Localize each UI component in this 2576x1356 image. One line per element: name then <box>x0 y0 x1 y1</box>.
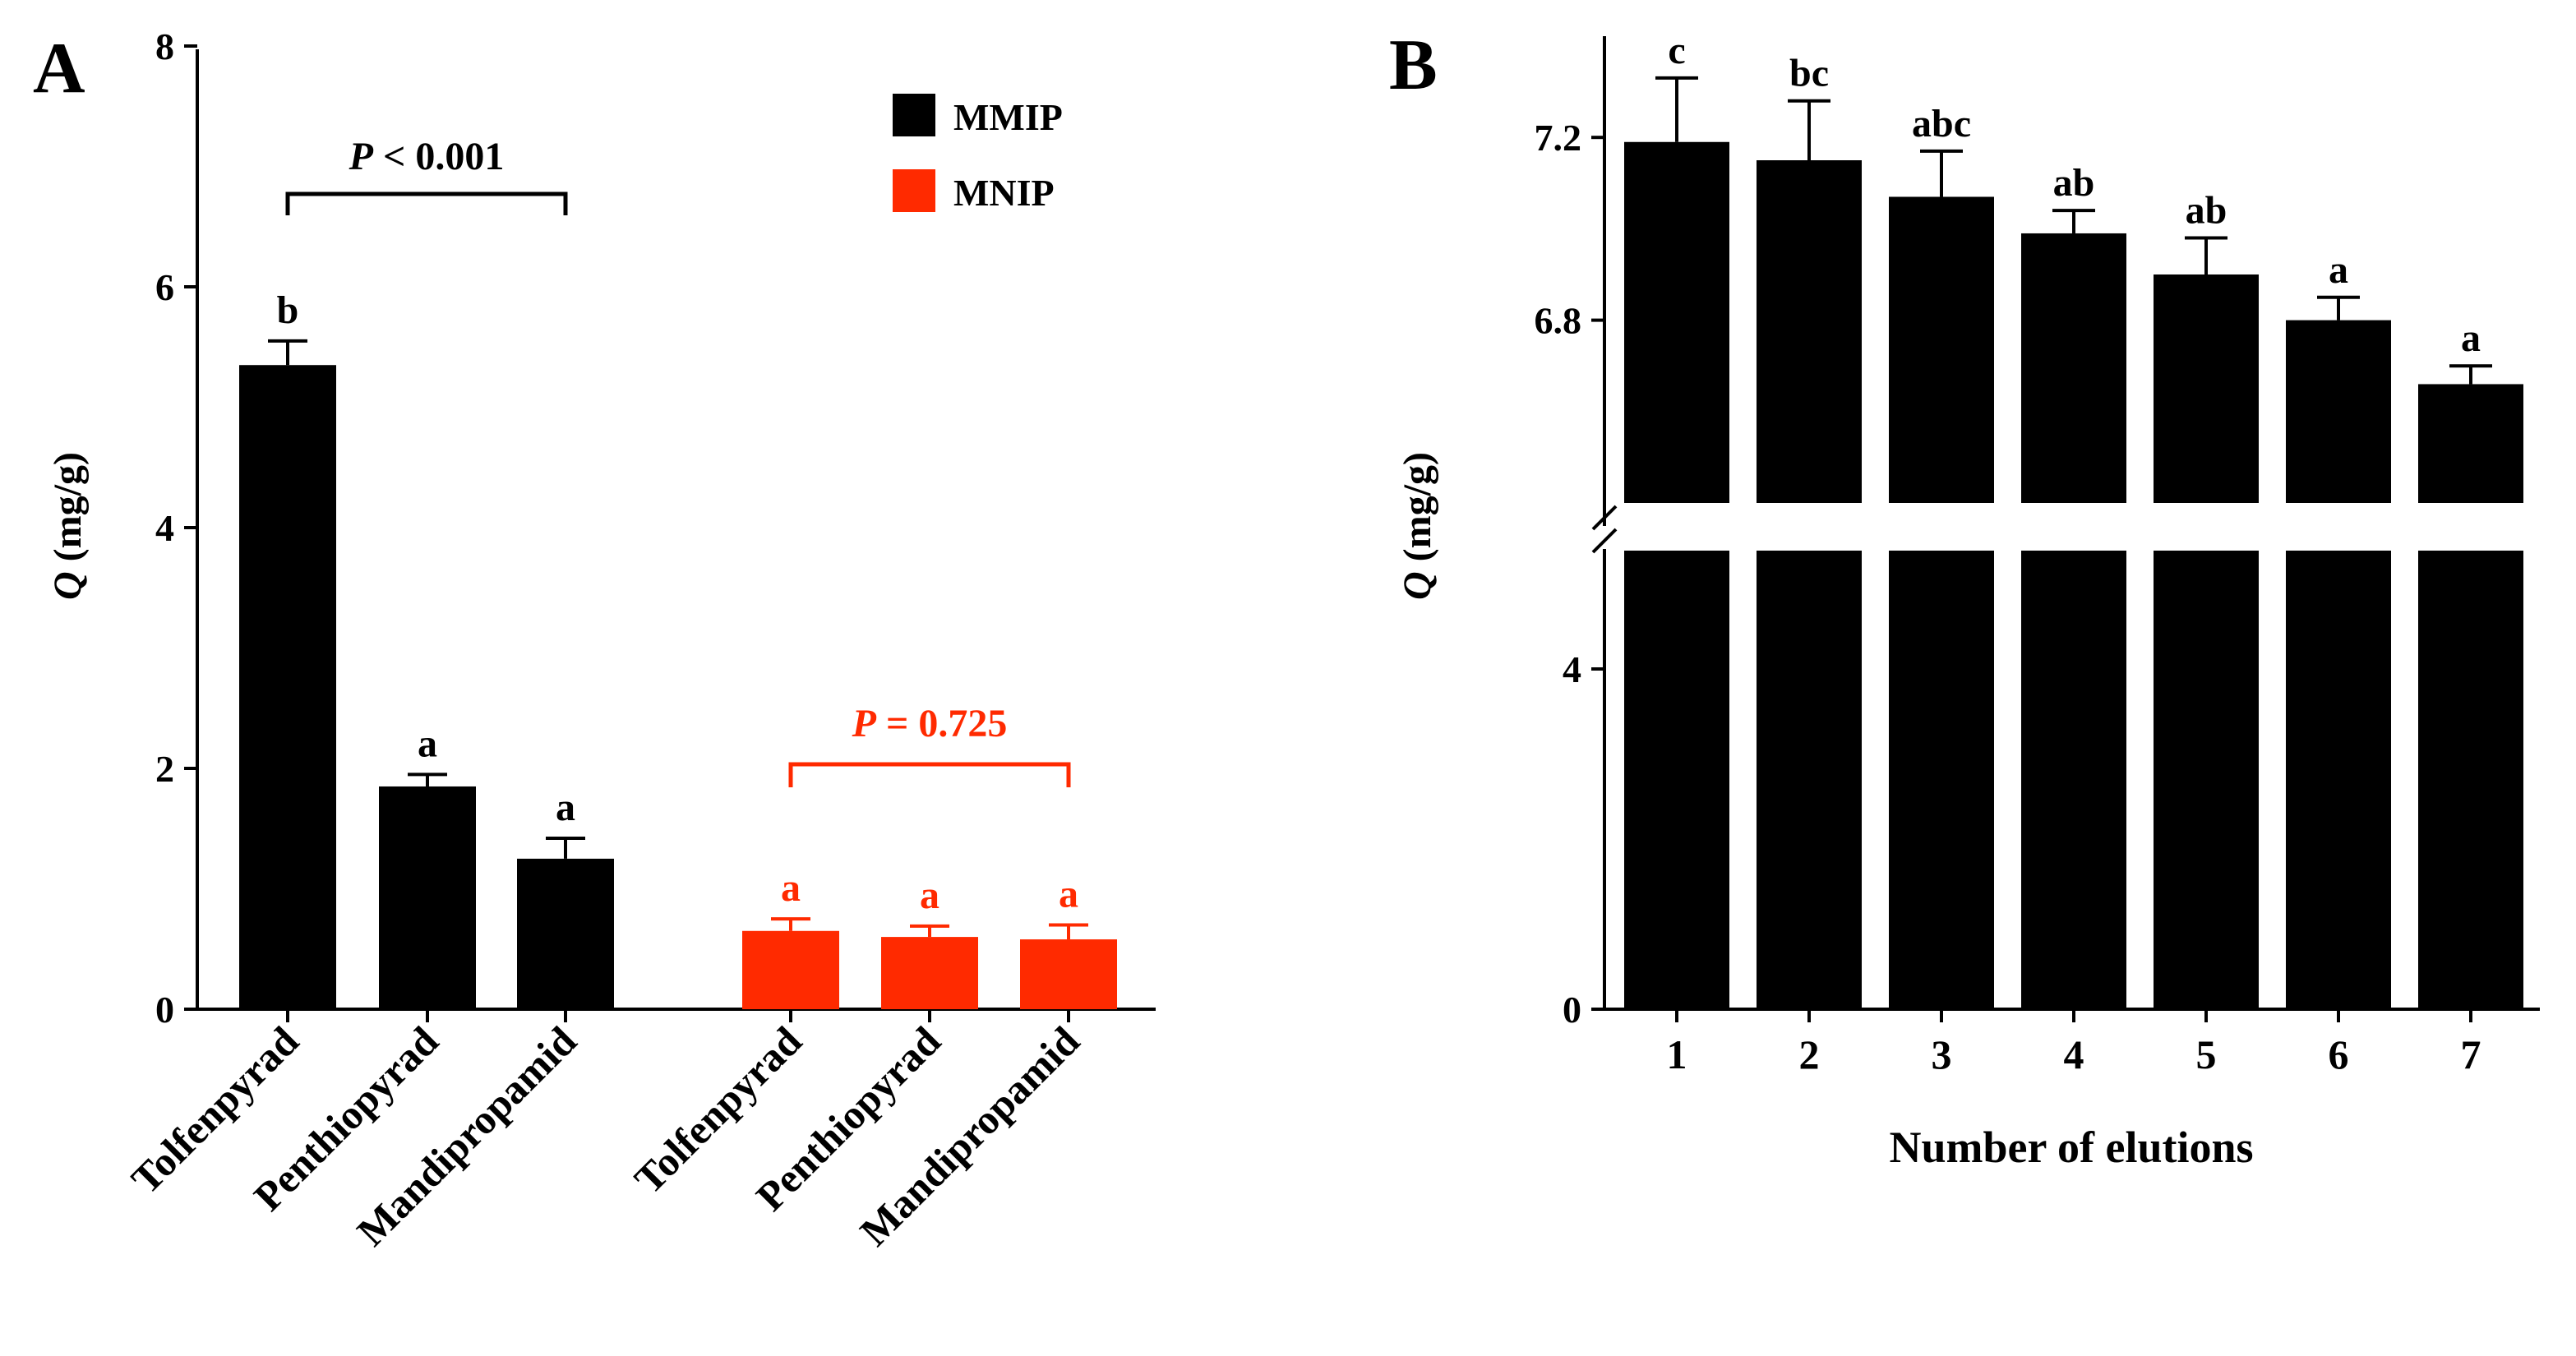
x-tick-label-6: 6 <box>2329 1031 2349 1077</box>
sig-label-mnip-mandipropamid: a <box>1059 872 1078 916</box>
sig-label-elution-1: c <box>1668 29 1685 72</box>
bar-upper-elution-7 <box>2418 384 2523 503</box>
x-tick-label-3: 3 <box>1932 1031 1952 1077</box>
x-tick-label-7: 7 <box>2461 1031 2481 1077</box>
mnip-bracket <box>788 762 1071 787</box>
y-tick-label-6: 6 <box>155 266 174 308</box>
bar-upper-elution-4 <box>2021 233 2126 503</box>
panel-b-x-ticks: 1 2 3 4 5 6 7 <box>1667 1009 2481 1077</box>
sig-label-mmip-tolfenpyrad: b <box>277 288 299 332</box>
sig-label-mmip-penthiopyrad: a <box>418 722 437 765</box>
y-tick-label-8: 8 <box>155 25 174 67</box>
bar-upper-elution-6 <box>2286 320 2391 503</box>
bar-mnip-penthiopyrad <box>881 937 978 1009</box>
y-tick-label-4: 4 <box>155 507 174 549</box>
axis-break-mark-2 <box>1591 528 1618 554</box>
bar-lower-elution-6 <box>2286 551 2391 1009</box>
b-y-tick-label-0: 0 <box>1563 989 1581 1031</box>
mnip-pvalue: P = 0.725 <box>852 702 1008 745</box>
bar-lower-elution-3 <box>1889 551 1994 1009</box>
y-tick-label-2: 2 <box>155 748 174 790</box>
legend: MMIP MNIP <box>893 94 1063 214</box>
sig-label-elution-4: ab <box>2053 161 2095 205</box>
sig-label-mmip-mandipropamid: a <box>556 786 575 829</box>
bar-mnip-mandipropamid <box>1020 939 1117 1009</box>
panel-a: A 0 2 4 6 8 Q (mg/g) b a a a a a TolfenpyradPenth… <box>33 25 1156 1255</box>
panel-b-x-label: Number of elutions <box>1889 1123 2253 1172</box>
sig-label-elution-7: a <box>2461 316 2481 360</box>
panel-b-bars: c bc abc ab ab a a <box>1624 29 2523 1009</box>
legend-swatch-mmip <box>893 94 935 136</box>
y-tick-label-0: 0 <box>155 989 174 1031</box>
x-tick-label-2: 2 <box>1799 1031 1820 1077</box>
x-tick-label-4: 4 <box>2064 1031 2084 1077</box>
x-tick-label-1: 1 <box>1667 1031 1687 1077</box>
legend-label-mmip: MMIP <box>953 96 1063 138</box>
panel-b-y-label: Q (mg/g) <box>1396 452 1439 600</box>
bar-lower-elution-1 <box>1624 551 1729 1009</box>
mmip-bracket <box>285 191 568 215</box>
legend-swatch-mnip <box>893 169 935 212</box>
bar-upper-elution-1 <box>1624 141 1729 503</box>
bar-lower-elution-7 <box>2418 551 2523 1009</box>
panel-a-y-ticks: 0 2 4 6 8 <box>155 25 197 1031</box>
b-y-tick-label-6-8: 6.8 <box>1535 300 1582 342</box>
sig-label-elution-6: a <box>2329 248 2348 292</box>
bar-mmip-tolfenpyrad <box>239 365 336 1010</box>
panel-a-bars: b a a a a a <box>239 288 1117 1010</box>
bar-upper-elution-2 <box>1757 160 1862 503</box>
panel-a-letter: A <box>33 29 85 108</box>
bar-upper-elution-3 <box>1889 196 1994 504</box>
sig-label-mnip-tolfenpyrad: a <box>781 866 801 910</box>
bar-lower-elution-2 <box>1757 551 1862 1009</box>
panel-a-y-label: Q (mg/g) <box>46 452 90 600</box>
axis-break-mark-1 <box>1591 505 1618 531</box>
b-y-tick-label-7-2: 7.2 <box>1535 117 1582 159</box>
panel-b-letter: B <box>1389 25 1438 105</box>
bar-mnip-tolfenpyrad <box>742 930 839 1009</box>
x-tick-label-5: 5 <box>2196 1031 2217 1077</box>
bar-lower-elution-4 <box>2021 551 2126 1009</box>
panel-b: B 0 4 6.8 7.2 c bc abc ab ab a a 1 2 3 4 5 6 7 Q (mg/g)… <box>1389 25 2540 1172</box>
bar-mmip-mandipropamid <box>517 858 614 1009</box>
legend-label-mnip: MNIP <box>953 172 1055 214</box>
sig-label-mnip-penthiopyrad: a <box>920 874 939 917</box>
sig-label-elution-3: abc <box>1912 102 1971 145</box>
bar-mmip-penthiopyrad <box>379 786 476 1009</box>
b-y-tick-label-4: 4 <box>1563 648 1581 690</box>
mmip-pvalue: P < 0.001 <box>349 135 505 178</box>
bar-upper-elution-5 <box>2154 274 2259 503</box>
bar-lower-elution-5 <box>2154 551 2259 1009</box>
sig-label-elution-5: ab <box>2186 189 2227 233</box>
panel-b-y-ticks: 0 4 6.8 7.2 <box>1535 117 1604 1031</box>
sig-label-elution-2: bc <box>1789 52 1829 95</box>
